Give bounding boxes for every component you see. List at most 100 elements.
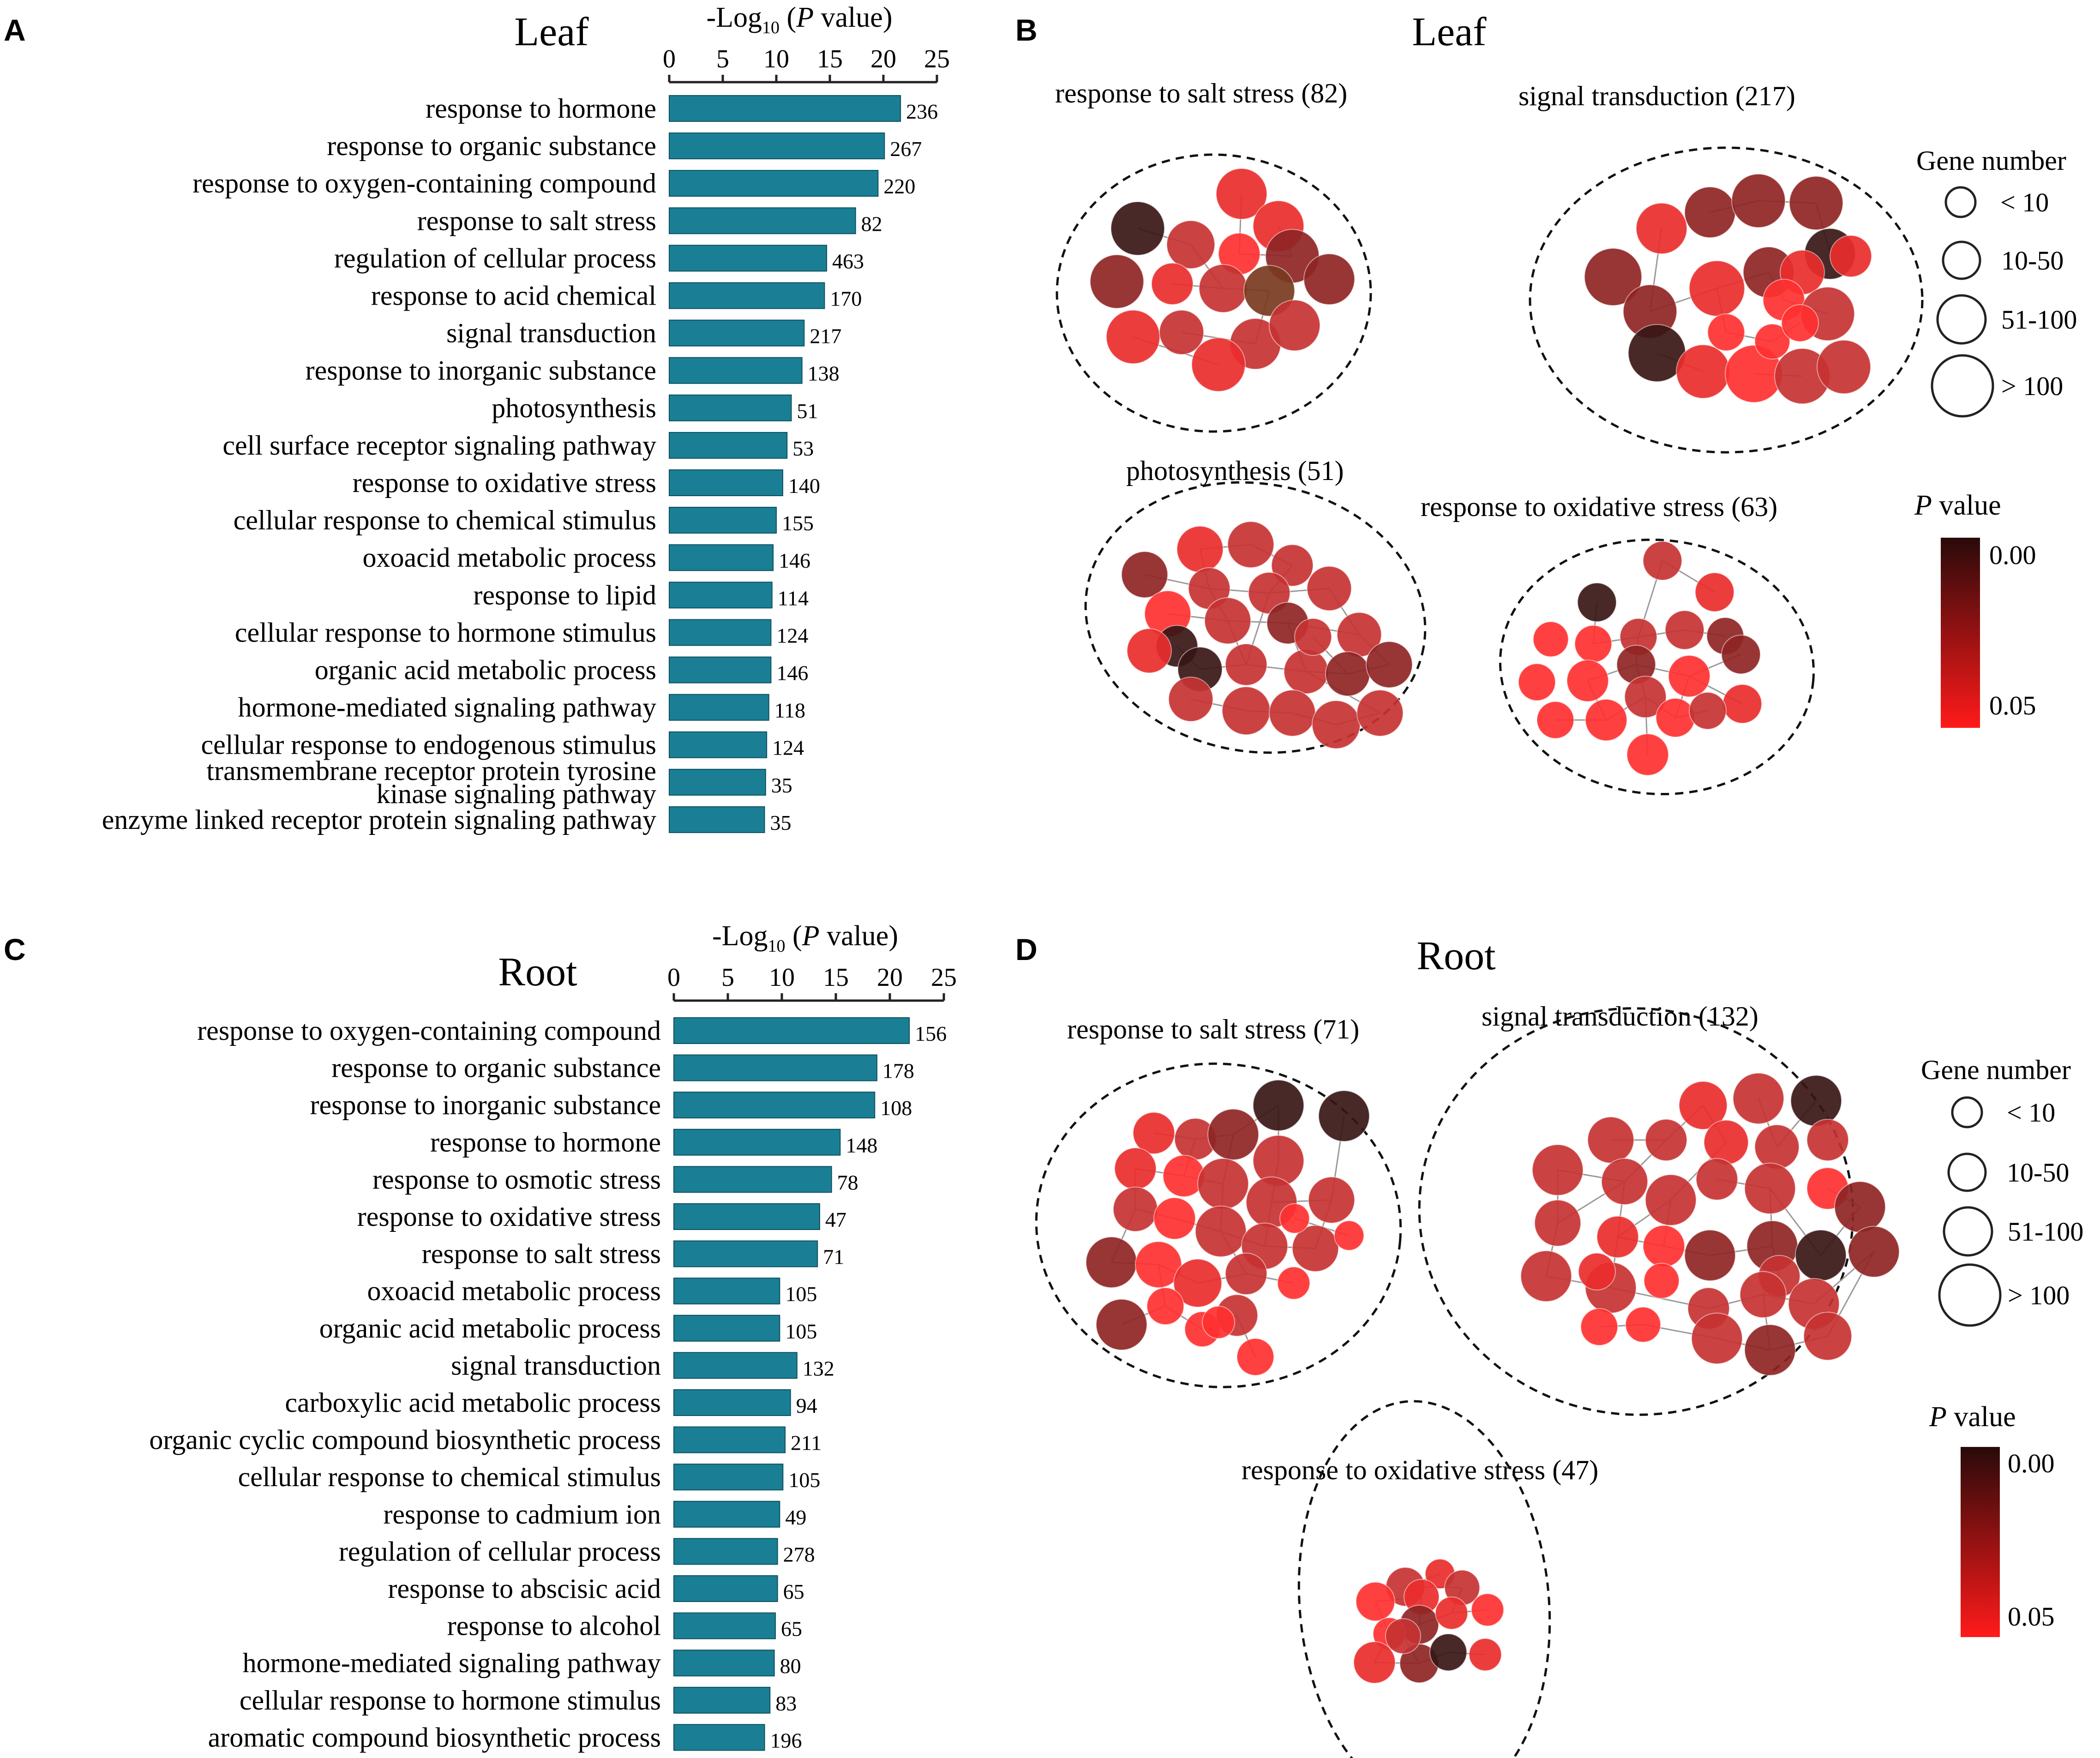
pvalue-top-label: 0.00 bbox=[1989, 540, 2036, 570]
x-tick-label: 15 bbox=[823, 963, 849, 992]
network-node bbox=[1435, 1596, 1468, 1630]
network-node bbox=[1303, 253, 1355, 305]
x-axis-label-subscript: 10 bbox=[762, 18, 780, 37]
size-legend-root-circle-2 bbox=[1947, 1152, 1987, 1192]
gene-count-label: 94 bbox=[796, 1394, 817, 1417]
network-label-leaf-oxidative: response to oxidative stress (63) bbox=[1421, 492, 1777, 522]
x-axis-label-rest: value) bbox=[820, 920, 898, 952]
pvalue-bottom-label-root: 0.05 bbox=[2008, 1602, 2055, 1632]
network-node bbox=[1090, 254, 1144, 309]
network-node bbox=[1113, 1187, 1158, 1232]
gene-count-label: 71 bbox=[823, 1245, 844, 1269]
network-node bbox=[1471, 1593, 1504, 1626]
size-legend-root-label-1: < 10 bbox=[2007, 1098, 2055, 1128]
network-node bbox=[1744, 1324, 1796, 1376]
network-node bbox=[1292, 1225, 1339, 1272]
network-node bbox=[1733, 1073, 1784, 1124]
gene-count-label: 35 bbox=[771, 774, 792, 797]
network-node bbox=[1366, 641, 1413, 688]
bar bbox=[669, 432, 788, 459]
network-node bbox=[1518, 663, 1556, 701]
network-node bbox=[1585, 699, 1627, 741]
x-axis-label-prefix: -Log bbox=[707, 2, 762, 33]
network-node bbox=[1166, 220, 1215, 269]
size-legend-root-label-4: > 100 bbox=[2008, 1280, 2070, 1310]
gene-count-label: 132 bbox=[803, 1356, 834, 1380]
gene-count-label: 278 bbox=[783, 1542, 815, 1566]
gene-count-label: 65 bbox=[781, 1617, 802, 1641]
pvalue-top-label-root: 0.00 bbox=[2008, 1448, 2055, 1478]
network-node bbox=[1731, 174, 1786, 228]
bar bbox=[669, 357, 803, 384]
network-node bbox=[1578, 1253, 1616, 1290]
bar bbox=[673, 1278, 780, 1305]
category-label: response to inorganic substance bbox=[306, 355, 656, 386]
network-node bbox=[1707, 313, 1745, 351]
category-label: signal transduction bbox=[451, 1350, 661, 1380]
category-label: carboxylic acid metabolic process bbox=[285, 1387, 661, 1418]
size-legend-label-1: < 10 bbox=[2000, 187, 2049, 217]
panel-b-title: Leaf bbox=[1412, 10, 1487, 54]
network-node bbox=[1754, 1124, 1800, 1170]
gene-count-label: 217 bbox=[810, 324, 841, 348]
size-legend-root-circle-4 bbox=[1938, 1263, 2002, 1327]
category-label: response to organic substance bbox=[331, 1053, 661, 1083]
network-node bbox=[1566, 660, 1609, 702]
gene-count-label: 178 bbox=[882, 1059, 914, 1083]
network-node bbox=[1744, 1163, 1796, 1214]
network-node bbox=[1584, 248, 1642, 306]
network-node bbox=[1679, 1081, 1728, 1130]
bar bbox=[673, 1314, 780, 1342]
category-label: response to acid chemical bbox=[371, 281, 656, 311]
bar bbox=[669, 806, 765, 833]
network-node bbox=[1469, 1638, 1502, 1671]
category-label: response to lipid bbox=[473, 580, 656, 610]
network-node bbox=[1817, 340, 1871, 394]
bar bbox=[669, 582, 773, 609]
category-label: response to alcohol bbox=[447, 1611, 661, 1641]
gene-count-label: 35 bbox=[770, 811, 791, 834]
x-axis-label-open: ( bbox=[780, 2, 796, 33]
network-node bbox=[1830, 235, 1872, 277]
gene-number-title-root: Gene number bbox=[1921, 1055, 2071, 1085]
gene-count-label: 118 bbox=[774, 699, 805, 722]
size-legend-label-3: 51-100 bbox=[2001, 305, 2077, 335]
gene-count-label: 155 bbox=[782, 511, 814, 535]
network-label-leaf-salt: response to salt stress (82) bbox=[1055, 78, 1347, 108]
network-node bbox=[1176, 526, 1224, 573]
category-label: cellular response to chemical stimulus bbox=[238, 1462, 661, 1492]
gene-count-label: 53 bbox=[792, 437, 814, 460]
bar bbox=[669, 282, 825, 309]
x-tick-label: 15 bbox=[817, 45, 843, 73]
network-label-root-salt: response to salt stress (71) bbox=[1067, 1014, 1359, 1044]
cluster-boundary bbox=[1418, 1007, 1854, 1416]
network-label-leaf-signal: signal transduction (217) bbox=[1518, 81, 1795, 111]
network-leaf-signal-transduction bbox=[1529, 146, 1924, 454]
panel-letter-b: B bbox=[1015, 13, 1038, 47]
network-node bbox=[1318, 1090, 1370, 1142]
category-label: response to abscisic acid bbox=[388, 1573, 661, 1604]
network-node bbox=[1334, 1220, 1364, 1251]
bar bbox=[669, 731, 768, 758]
category-label: cellular response to hormone stimulus bbox=[240, 1685, 661, 1716]
bar bbox=[669, 245, 828, 272]
bar bbox=[673, 1500, 780, 1528]
network-node bbox=[1695, 572, 1734, 612]
bar bbox=[673, 1538, 778, 1565]
x-tick-label: 0 bbox=[663, 45, 676, 73]
network-node bbox=[1133, 1112, 1175, 1154]
leaf-networks: response to salt stress (82) signal tran… bbox=[1055, 78, 1924, 796]
gene-count-label: 156 bbox=[915, 1022, 947, 1045]
network-node bbox=[1789, 176, 1843, 230]
network-node bbox=[1173, 1259, 1222, 1308]
category-label: regulation of cellular process bbox=[334, 243, 656, 273]
gene-count-label: 170 bbox=[830, 287, 862, 311]
bar bbox=[673, 1092, 876, 1119]
x-tick-label: 5 bbox=[721, 963, 734, 992]
network-node bbox=[1191, 337, 1246, 392]
gene-count-label: 65 bbox=[783, 1580, 804, 1603]
bar bbox=[673, 1464, 784, 1491]
network-node bbox=[1626, 733, 1669, 776]
network-node bbox=[1721, 635, 1761, 674]
network-label-root-signal: signal transduction (132) bbox=[1482, 1001, 1758, 1032]
